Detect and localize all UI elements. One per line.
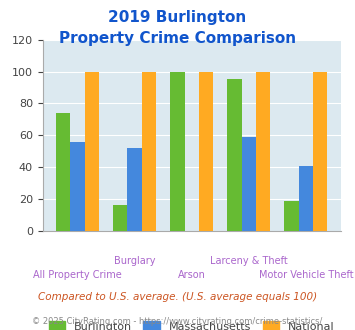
Bar [127, 148, 142, 231]
Bar [113, 206, 127, 231]
Legend: Burlington, Massachusetts, National: Burlington, Massachusetts, National [44, 317, 339, 330]
Text: Arson: Arson [178, 270, 206, 280]
Text: Burglary: Burglary [114, 256, 155, 266]
Text: Property Crime Comparison: Property Crime Comparison [59, 31, 296, 46]
Bar [199, 72, 213, 231]
Bar [142, 72, 156, 231]
Bar [256, 72, 270, 231]
Bar [313, 72, 327, 231]
Text: Compared to U.S. average. (U.S. average equals 100): Compared to U.S. average. (U.S. average … [38, 292, 317, 302]
Text: 2019 Burlington: 2019 Burlington [108, 10, 247, 25]
Bar [227, 80, 242, 231]
Bar [85, 72, 99, 231]
Text: Motor Vehicle Theft: Motor Vehicle Theft [258, 270, 353, 280]
Bar [299, 166, 313, 231]
Text: © 2025 CityRating.com - https://www.cityrating.com/crime-statistics/: © 2025 CityRating.com - https://www.city… [32, 317, 323, 326]
Bar [70, 142, 85, 231]
Text: Larceny & Theft: Larceny & Theft [210, 256, 288, 266]
Bar [56, 113, 70, 231]
Bar [242, 137, 256, 231]
Bar [284, 201, 299, 231]
Text: All Property Crime: All Property Crime [33, 270, 122, 280]
Bar [170, 72, 185, 231]
